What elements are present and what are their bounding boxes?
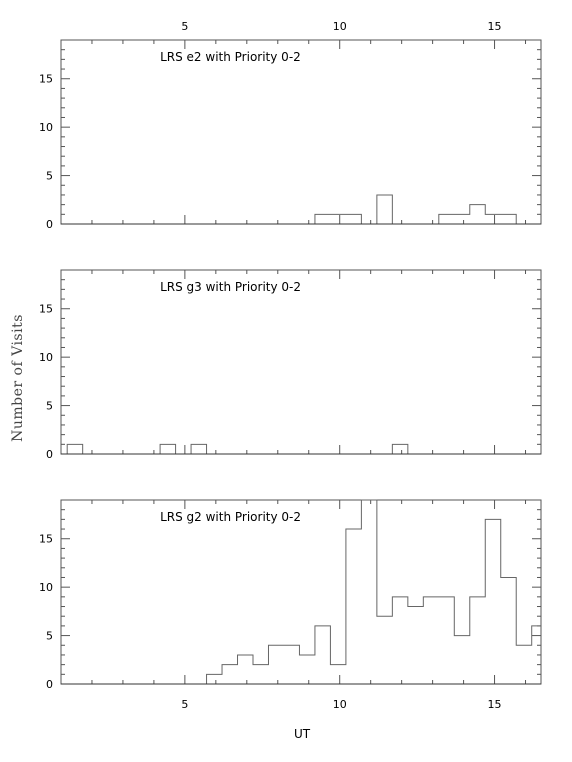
histogram-bin: [439, 597, 454, 684]
panel-title: LRS g2 with Priority 0-2: [160, 510, 301, 524]
panel-title: LRS g3 with Priority 0-2: [160, 280, 301, 294]
histogram-bin: [346, 214, 361, 224]
top-x-tick-label: 5: [181, 20, 188, 33]
histogram-bin: [470, 205, 485, 224]
histogram-bin: [330, 665, 345, 684]
histogram-bin: [207, 674, 222, 684]
y-tick-label: 15: [39, 73, 53, 86]
panel-lrs-g2: 0 5 10 15 5 10 15 LRS g2 with Priority 0-2: [39, 499, 542, 711]
histogram-bin: [268, 645, 283, 684]
histogram-bin: [377, 616, 392, 684]
histogram-bin: [222, 665, 237, 684]
plot-frame: [60, 269, 542, 455]
y-tick-label: 10: [39, 581, 53, 594]
histogram-bin: [454, 636, 469, 684]
histogram-bin: [532, 626, 541, 684]
histogram-bin: [315, 214, 330, 224]
histogram-bin: [160, 444, 175, 454]
histogram-bin: [330, 214, 345, 224]
histogram-bin: [299, 655, 314, 684]
histogram-bin: [516, 645, 531, 684]
histogram-bin: [501, 577, 516, 684]
histogram-bin: [423, 597, 438, 684]
histogram-bin: [408, 607, 423, 684]
histogram-bin: [439, 214, 454, 224]
histogram-bin: [191, 444, 206, 454]
y-tick-label: 5: [46, 630, 53, 643]
histogram-bin: [392, 597, 407, 684]
y-tick-label: 5: [46, 170, 53, 183]
y-tick-label: 0: [46, 678, 53, 691]
y-axis-title: Number of Visits: [10, 314, 26, 442]
histogram-outline: [66, 443, 409, 454]
y-tick-label: 5: [46, 400, 53, 413]
histogram-bin: [485, 519, 500, 684]
top-x-tick-label: 10: [333, 20, 347, 33]
panel-lrs-g3: 0 5 10 15 LRS g3 with Priority 0-2: [39, 269, 542, 461]
histogram-bin: [454, 214, 469, 224]
histogram-bin: [315, 626, 330, 684]
histogram-bin: [392, 444, 407, 454]
y-tick-label: 0: [46, 218, 53, 231]
y-tick-label: 15: [39, 533, 53, 546]
y-tick-label: 10: [39, 121, 53, 134]
histogram-bin: [284, 645, 299, 684]
histogram-bin: [253, 665, 268, 684]
bottom-x-tick-label: 5: [181, 698, 188, 711]
histogram-bin: [67, 444, 82, 454]
bottom-x-tick-label: 10: [333, 698, 347, 711]
histogram-outline: [314, 194, 517, 224]
histogram-bin: [470, 597, 485, 684]
histogram-bin: [346, 529, 361, 684]
histogram-bin: [377, 195, 392, 224]
y-tick-label: 15: [39, 303, 53, 316]
panel-lrs-e2: 0 5 10 15 5 10 15 LRS e2 with Priority 0-2: [39, 20, 542, 231]
histogram-bin: [501, 214, 516, 224]
y-tick-label: 0: [46, 448, 53, 461]
top-x-tick-label: 15: [488, 20, 502, 33]
bottom-x-tick-label: 15: [488, 698, 502, 711]
histogram-outline: [206, 499, 541, 684]
histogram-bin: [485, 214, 500, 224]
x-axis-title: UT: [294, 727, 311, 741]
histogram-bin: [238, 655, 253, 684]
panel-title: LRS e2 with Priority 0-2: [160, 50, 301, 64]
histogram-bin: [361, 500, 376, 684]
plot-frame: [60, 39, 542, 225]
y-tick-label: 10: [39, 351, 53, 364]
